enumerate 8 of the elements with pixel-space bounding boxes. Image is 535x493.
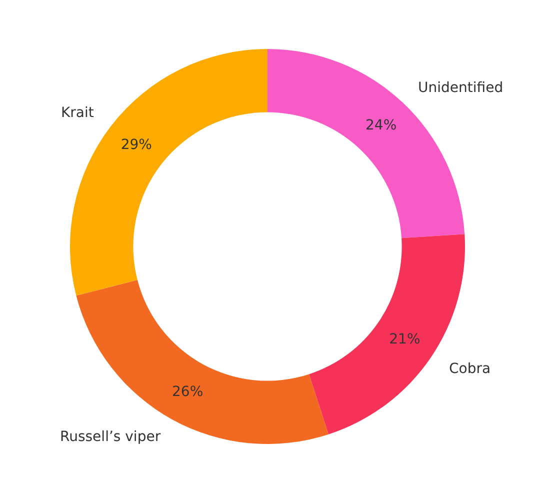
slice-label: Unidentified [418,80,504,96]
slice-label: Cobra [449,361,491,377]
slice-label: Russell’s viper [60,429,161,445]
slice-label: Krait [61,105,94,121]
data-label: 21% [389,332,420,348]
data-label: 24% [366,118,397,134]
data-label: 26% [172,384,204,400]
data-label: 29% [120,136,152,153]
